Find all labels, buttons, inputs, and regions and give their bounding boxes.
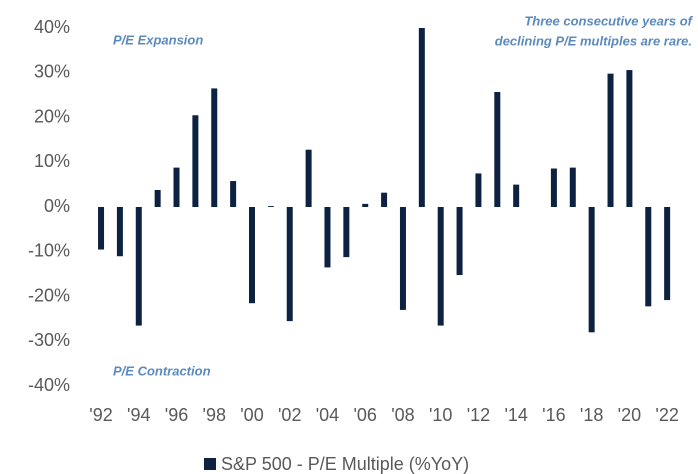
x-tick-label: '22 [655, 405, 678, 425]
x-tick-label: '18 [580, 405, 603, 425]
bar [494, 91, 501, 207]
bar [211, 88, 218, 207]
annotation: Three consecutive years of [524, 13, 693, 28]
bar [513, 184, 520, 207]
annotation: declining P/E multiples are rare. [495, 33, 692, 48]
bar [154, 189, 161, 207]
bar [362, 203, 369, 207]
x-tick-label: '12 [467, 405, 490, 425]
y-tick-label: 20% [34, 106, 70, 126]
bar [230, 181, 237, 207]
bar [305, 149, 312, 207]
y-tick-label: 10% [34, 151, 70, 171]
bar [475, 173, 482, 207]
x-tick-label: '98 [203, 405, 226, 425]
bar [626, 70, 633, 207]
y-tick-label: 0% [44, 196, 70, 216]
x-tick-label: '96 [165, 405, 188, 425]
bar [267, 206, 274, 207]
bar [607, 73, 614, 208]
bar [248, 207, 255, 304]
x-tick-label: '14 [504, 405, 527, 425]
bar [286, 207, 293, 322]
bar [192, 115, 199, 207]
legend-swatch [204, 458, 216, 470]
bar [418, 28, 425, 207]
x-tick-label: '92 [89, 405, 112, 425]
x-tick-label: '02 [278, 405, 301, 425]
bar [399, 207, 406, 310]
bar [550, 168, 557, 207]
bar [343, 207, 350, 258]
x-tick-label: '10 [429, 405, 452, 425]
x-tick-label: '08 [391, 405, 414, 425]
x-tick-label: '20 [618, 405, 641, 425]
x-tick-label: '06 [353, 405, 376, 425]
legend-label: S&P 500 - P/E Multiple (%YoY) [221, 454, 469, 474]
y-tick-label: 30% [34, 62, 70, 82]
bar [456, 207, 463, 276]
y-tick-label: -20% [28, 285, 70, 305]
x-tick-label: '94 [127, 405, 150, 425]
annotation: P/E Expansion [113, 32, 203, 47]
bar [381, 192, 388, 207]
x-tick-label: '04 [316, 405, 339, 425]
annotation: P/E Contraction [113, 363, 211, 378]
bar [645, 207, 652, 307]
bar [98, 207, 105, 250]
x-tick-label: '00 [240, 405, 263, 425]
y-tick-label: -40% [28, 375, 70, 395]
bar [437, 207, 444, 326]
y-tick-label: 40% [34, 17, 70, 37]
y-tick-label: -30% [28, 330, 70, 350]
bar [324, 207, 331, 268]
bar [135, 207, 142, 326]
bar [569, 167, 576, 207]
bar [588, 207, 595, 333]
y-tick-label: -10% [28, 241, 70, 261]
bar [173, 167, 180, 207]
bar [116, 207, 123, 257]
bar [664, 207, 671, 301]
x-tick-label: '16 [542, 405, 565, 425]
